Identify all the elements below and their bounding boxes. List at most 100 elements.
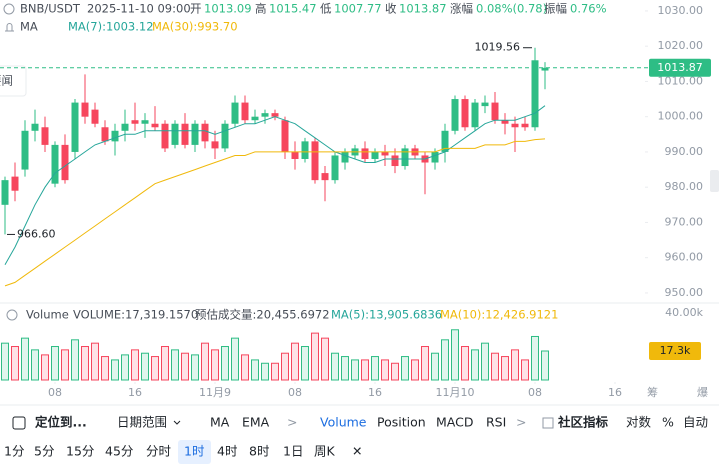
volume-bar bbox=[21, 337, 29, 381]
volume-bar bbox=[161, 346, 169, 381]
side-handle[interactable] bbox=[710, 170, 719, 192]
y-tick-label: 1030.00 bbox=[658, 4, 704, 17]
volume-value: VOLUME:17,319.1570 bbox=[73, 308, 198, 322]
indicator[interactable]: MA bbox=[20, 20, 38, 34]
toolbar-item[interactable]: 日期范围 bbox=[117, 415, 167, 430]
label: 振幅 bbox=[544, 2, 567, 16]
value: 1015.47 bbox=[269, 2, 317, 16]
candle-body bbox=[61, 144, 69, 181]
volume-bar bbox=[351, 359, 359, 381]
toolbar-item[interactable]: Position bbox=[377, 415, 426, 430]
candle-body bbox=[141, 120, 149, 124]
last-price-tag bbox=[649, 58, 711, 77]
candle-body bbox=[381, 151, 389, 156]
timeframe[interactable]: 1分 bbox=[4, 444, 24, 459]
candle-body bbox=[191, 123, 199, 145]
value: 1013.87 bbox=[399, 2, 447, 16]
timeframe[interactable]: 5分 bbox=[34, 444, 54, 459]
candle-body bbox=[11, 176, 19, 191]
legend-ma30: MA(30):993.70 bbox=[152, 20, 238, 34]
candle-body bbox=[541, 67, 549, 71]
timeframe[interactable]: 周K bbox=[314, 444, 336, 459]
timeframe[interactable]: 分时 bbox=[146, 444, 172, 459]
toolbar-item[interactable]: 自动 bbox=[683, 415, 708, 430]
volume-bar bbox=[31, 349, 39, 381]
timeframe[interactable]: 8时 bbox=[249, 444, 270, 459]
news-tab-label[interactable]: 要闻 bbox=[0, 74, 13, 88]
candle-body bbox=[231, 102, 239, 124]
volume-bar bbox=[191, 354, 199, 381]
alert-icon[interactable] bbox=[5, 23, 14, 32]
value: 1013.09 bbox=[204, 2, 252, 16]
toolbar-item[interactable]: RSI bbox=[486, 415, 506, 430]
volume-bar bbox=[521, 359, 529, 381]
toolbar-item[interactable]: 定位到... bbox=[34, 415, 87, 430]
candle-body bbox=[171, 123, 179, 145]
volume-bar bbox=[431, 352, 439, 381]
volume-bar bbox=[311, 332, 319, 381]
toolbar-item[interactable]: > bbox=[516, 415, 526, 430]
candle-body bbox=[151, 123, 159, 128]
symbol-icon bbox=[3, 3, 15, 15]
y-tick-label: 980.00 bbox=[665, 180, 704, 193]
volume-bar bbox=[531, 335, 539, 381]
candle-body bbox=[261, 113, 269, 117]
toolbar-item[interactable]: % bbox=[662, 415, 674, 430]
volume-bar bbox=[1, 342, 9, 381]
volume-bar bbox=[541, 350, 549, 381]
label: 低 bbox=[320, 2, 332, 16]
candle-body bbox=[281, 120, 289, 152]
volume-bar bbox=[201, 342, 209, 381]
timeframe[interactable]: 1时 bbox=[184, 444, 205, 459]
toolbar-item[interactable]: MA bbox=[210, 415, 230, 430]
x-tick-label: 16 bbox=[608, 386, 622, 399]
candle-body bbox=[271, 113, 279, 117]
timeframe[interactable]: ✕ bbox=[352, 444, 362, 459]
volume-bar bbox=[501, 356, 509, 381]
volume-tag-label: 17.3k bbox=[660, 344, 691, 357]
candle-body bbox=[291, 151, 299, 159]
candle-body bbox=[391, 155, 399, 167]
volume-tick-label: 40.00k bbox=[665, 306, 703, 319]
legend-ma7: MA(7):1003.12 bbox=[68, 20, 154, 34]
volume-bar bbox=[391, 362, 399, 381]
toolbar-item[interactable]: MACD bbox=[436, 415, 473, 430]
volume-bar bbox=[361, 359, 369, 381]
candle-body bbox=[211, 141, 219, 149]
volume-bar bbox=[91, 342, 99, 381]
candle-body bbox=[311, 141, 319, 181]
candle-body bbox=[321, 173, 329, 181]
toolbar-item[interactable]: EMA bbox=[242, 415, 270, 430]
timeframe[interactable]: 45分 bbox=[105, 444, 133, 459]
x-tick-label: 08 bbox=[48, 386, 62, 399]
y-tick-label: 1020.00 bbox=[658, 39, 704, 52]
corner-label[interactable]: 筹 bbox=[647, 385, 658, 399]
value: 1007.77 bbox=[334, 2, 382, 16]
candle-body bbox=[71, 102, 79, 152]
volume-bar bbox=[511, 349, 519, 381]
timeframe[interactable]: 1日 bbox=[283, 444, 303, 459]
news-tab[interactable] bbox=[0, 65, 27, 97]
collapse-icon[interactable] bbox=[6, 309, 18, 321]
candle-body bbox=[181, 123, 189, 145]
candle-body bbox=[431, 151, 439, 163]
timeframe[interactable]: 15分 bbox=[66, 444, 94, 459]
toolbar-item[interactable]: 社区指标 bbox=[557, 415, 609, 430]
candle-body bbox=[331, 155, 339, 181]
volume-bar bbox=[491, 352, 499, 381]
volume-title: Volume bbox=[26, 308, 69, 322]
timeframe[interactable]: 4时 bbox=[217, 444, 238, 459]
toolbar-item[interactable]: 对数 bbox=[626, 415, 652, 430]
toolbar-item[interactable]: > bbox=[287, 415, 297, 430]
candle-body bbox=[31, 123, 39, 131]
toolbar-item[interactable]: Volume bbox=[320, 415, 367, 430]
volume-bar bbox=[381, 359, 389, 381]
x-tick-label: 16 bbox=[128, 386, 142, 399]
volume-bar bbox=[211, 349, 219, 381]
candle-body bbox=[251, 116, 259, 121]
candle-body bbox=[161, 123, 169, 149]
label: 开 bbox=[190, 2, 202, 16]
candle-body bbox=[201, 123, 209, 142]
corner-label[interactable]: 爆 bbox=[697, 385, 708, 399]
